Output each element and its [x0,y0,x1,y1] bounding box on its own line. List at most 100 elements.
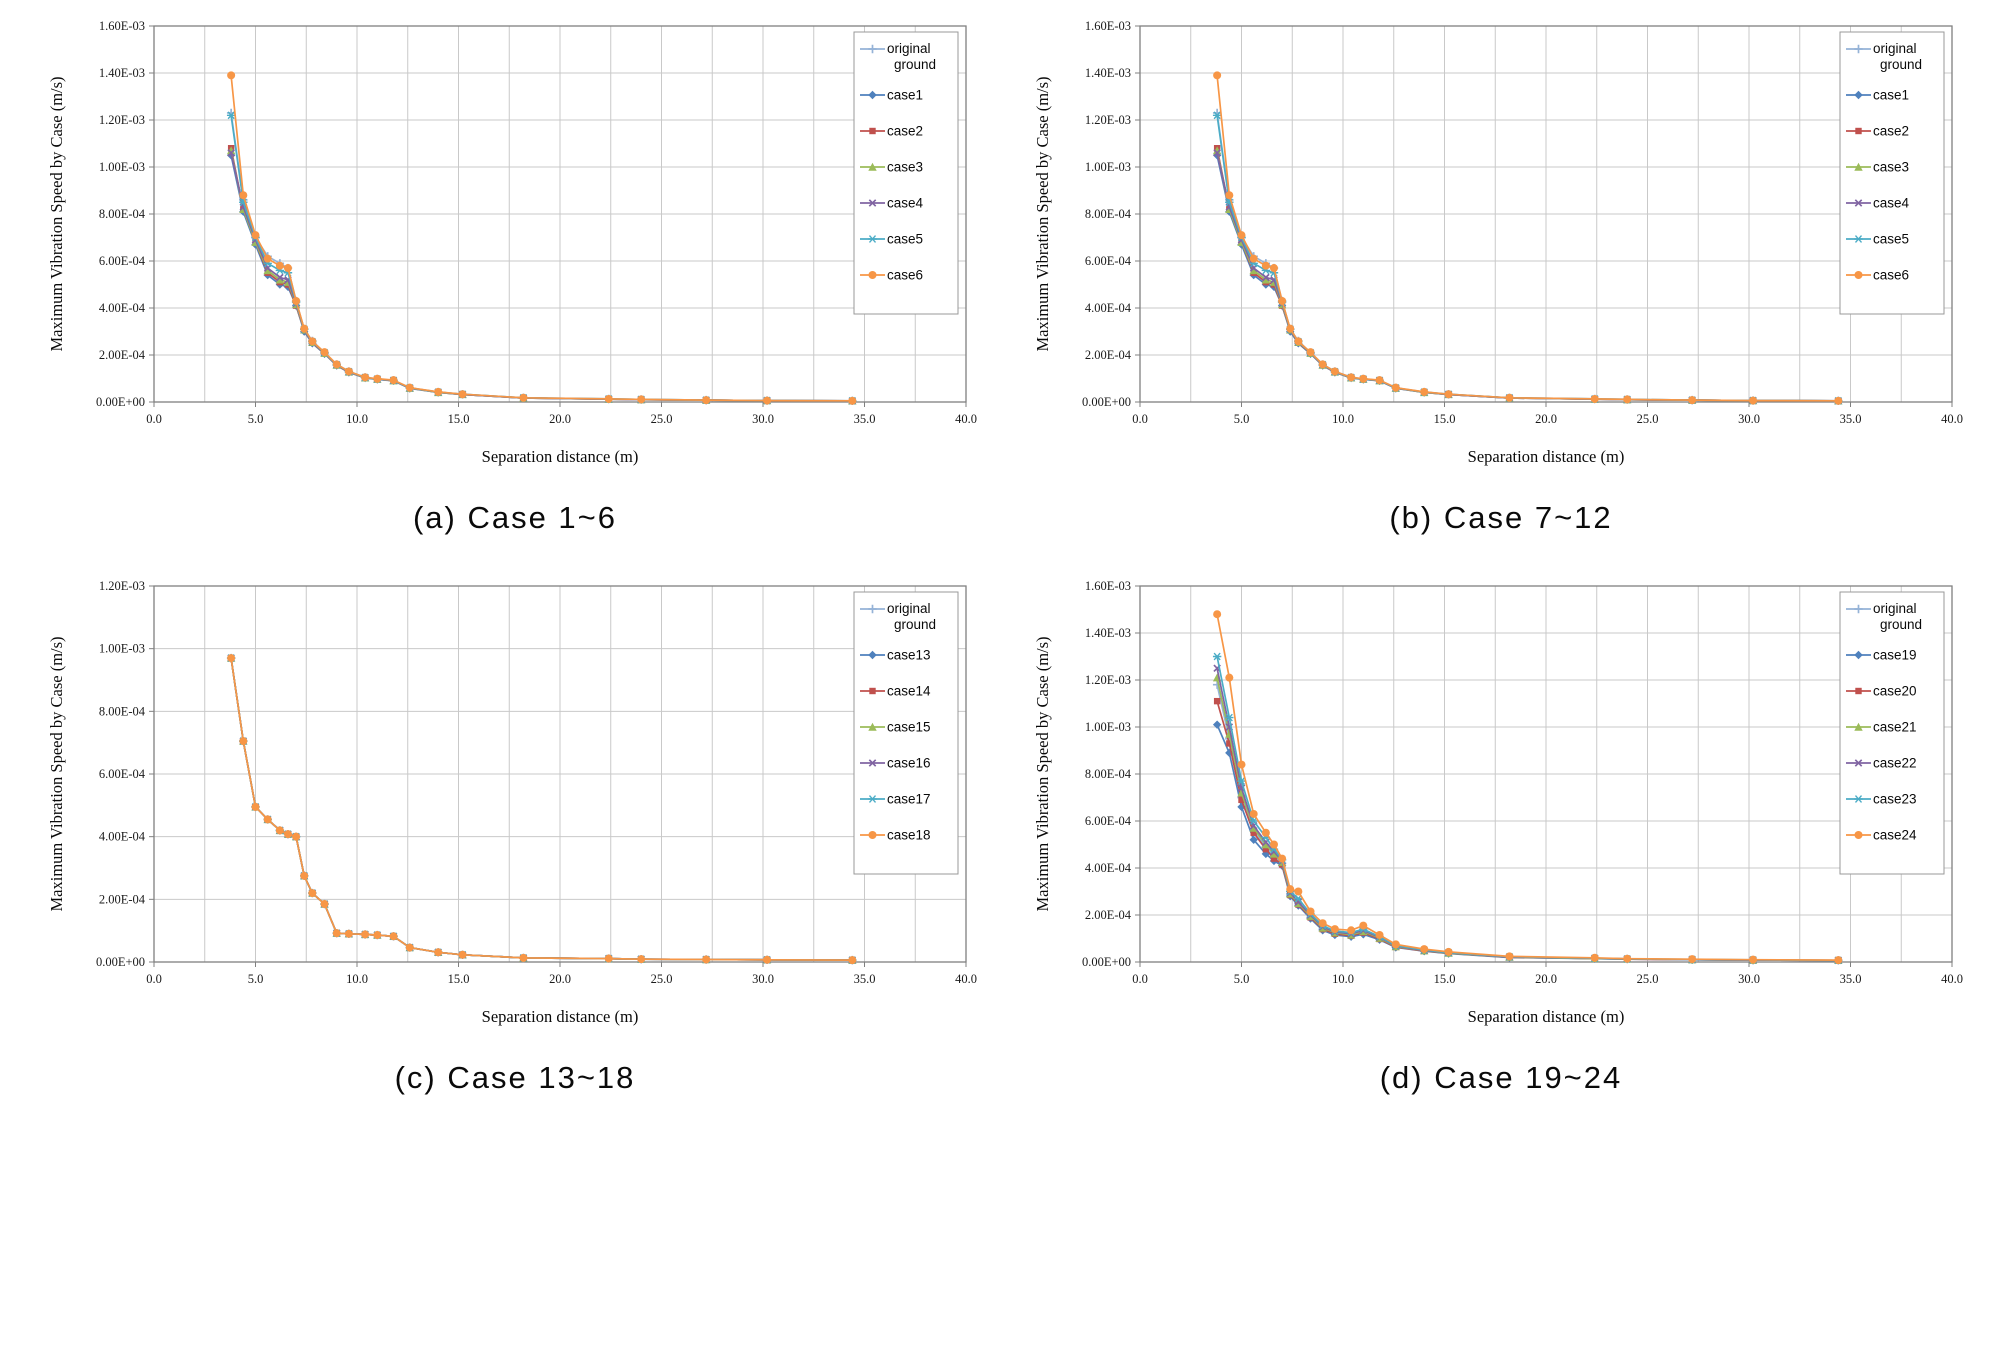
svg-text:30.0: 30.0 [1738,972,1760,986]
svg-text:15.0: 15.0 [1434,412,1456,426]
svg-text:case1: case1 [887,88,923,103]
series-case5 [226,111,857,405]
series-case14 [227,654,856,964]
series-case6 [1213,71,1843,405]
chart-b-canvas: 0.00E+00 2.00E-04 4.00E-04 6.00E-04 8.00E-04… [1026,10,1976,484]
svg-text:case6: case6 [1873,268,1909,283]
svg-text:case5: case5 [887,232,923,247]
svg-text:5.0: 5.0 [1234,972,1250,986]
series-original-ground [1212,680,1843,965]
chart-svg: 0.00E+00 2.00E-04 4.00E-04 6.00E-04 8.00E-04… [1033,19,1963,466]
gridlines [1140,26,1952,402]
chart-c-caption: (c) Case 13~18 [394,1060,636,1095]
svg-text:case14: case14 [887,684,931,699]
svg-text:0.0: 0.0 [146,412,162,426]
svg-text:0.00E+00: 0.00E+00 [96,395,145,409]
svg-text:1.00E-03: 1.00E-03 [99,160,145,174]
svg-text:25.0: 25.0 [1637,412,1659,426]
svg-text:30.0: 30.0 [752,972,774,986]
gridlines [1140,586,1952,962]
svg-text:case16: case16 [887,756,931,771]
svg-text:case21: case21 [1873,720,1917,735]
svg-text:case3: case3 [1873,160,1909,175]
svg-text:case24: case24 [1873,828,1917,843]
svg-text:30.0: 30.0 [752,412,774,426]
svg-text:case1: case1 [1873,88,1909,103]
series-case5 [1212,111,1843,405]
series-case13 [226,653,857,965]
svg-text:35.0: 35.0 [854,972,876,986]
svg-text:1.20E-03: 1.20E-03 [1085,113,1131,127]
svg-text:case4: case4 [887,196,924,211]
x-axis-label: Separation distance (m) [482,1007,639,1026]
svg-text:0.0: 0.0 [1132,412,1148,426]
svg-text:1.60E-03: 1.60E-03 [1085,19,1131,33]
svg-text:4.00E-04: 4.00E-04 [1085,861,1132,875]
series-case2 [227,145,856,405]
chart-a-canvas: 0.00E+00 2.00E-04 4.00E-04 6.00E-04 8.00E-04… [40,10,990,484]
svg-text:1.00E-03: 1.00E-03 [1085,720,1131,734]
y-axis: 0.00E+00 2.00E-04 4.00E-04 6.00E-04 8.00E-04… [1082,19,1140,409]
y-axis-label: Maximum Vibration Speed by Case (m/s) [47,76,66,351]
svg-text:original: original [1873,601,1917,616]
svg-text:case2: case2 [1873,124,1909,139]
gridlines [154,586,966,962]
y-axis-label: Maximum Vibration Speed by Case (m/s) [1033,636,1052,911]
svg-text:5.0: 5.0 [248,412,264,426]
svg-text:original: original [1873,41,1917,56]
gridlines [154,26,966,402]
svg-text:35.0: 35.0 [1840,972,1862,986]
svg-text:1.40E-03: 1.40E-03 [1085,626,1131,640]
svg-text:10.0: 10.0 [346,972,368,986]
svg-text:10.0: 10.0 [346,412,368,426]
series-case4 [1213,149,1843,405]
svg-text:8.00E-04: 8.00E-04 [99,207,146,221]
chart-b: 0.00E+00 2.00E-04 4.00E-04 6.00E-04 8.00E-04… [1016,10,1986,566]
svg-text:20.0: 20.0 [1535,412,1557,426]
y-axis: 0.00E+00 2.00E-04 4.00E-04 6.00E-04 8.00E-04… [96,19,154,409]
svg-text:ground: ground [1880,617,1922,632]
svg-text:case5: case5 [1873,232,1909,247]
y-axis-label: Maximum Vibration Speed by Case (m/s) [1033,76,1052,351]
svg-text:case2: case2 [887,124,923,139]
svg-text:2.00E-04: 2.00E-04 [99,892,146,906]
svg-text:1.20E-03: 1.20E-03 [99,113,145,127]
svg-text:case23: case23 [1873,792,1917,807]
svg-text:8.00E-04: 8.00E-04 [1085,767,1132,781]
series-original-ground [226,653,857,965]
chart-d: 0.00E+00 2.00E-04 4.00E-04 6.00E-04 8.00E-04… [1016,570,1986,1126]
svg-text:15.0: 15.0 [448,412,470,426]
svg-text:15.0: 15.0 [448,972,470,986]
svg-text:25.0: 25.0 [1637,972,1659,986]
svg-text:1.20E-03: 1.20E-03 [1085,673,1131,687]
series-original-ground [226,108,857,406]
svg-text:4.00E-04: 4.00E-04 [99,301,146,315]
svg-text:ground: ground [894,57,936,72]
svg-text:case20: case20 [1873,684,1917,699]
svg-text:case17: case17 [887,792,931,807]
svg-text:4.00E-04: 4.00E-04 [99,830,146,844]
svg-text:20.0: 20.0 [549,972,571,986]
series-case20 [1213,697,1842,964]
svg-text:0.00E+00: 0.00E+00 [96,955,145,969]
series-case3 [226,146,857,405]
svg-text:5.0: 5.0 [248,972,264,986]
svg-text:case3: case3 [887,160,923,175]
chart-c-canvas: 0.00E+00 2.00E-04 4.00E-04 6.00E-04 8.00E-04… [40,570,990,1044]
x-axis: 0.0 5.0 10.0 15.0 20.0 25.0 30.0 35.0 40.0 [1132,402,1963,426]
chart-svg: 0.00E+00 2.00E-04 4.00E-04 6.00E-04 8.00E-04… [47,19,977,466]
svg-text:5.0: 5.0 [1234,412,1250,426]
svg-text:original: original [887,41,931,56]
chart-a-caption: (a) Case 1~6 [412,500,618,535]
svg-text:case22: case22 [1873,756,1917,771]
svg-text:0.0: 0.0 [1132,972,1148,986]
y-axis: 0.00E+00 2.00E-04 4.00E-04 6.00E-04 8.00E-04… [1082,579,1140,969]
svg-text:8.00E-04: 8.00E-04 [1085,207,1132,221]
series-case19 [1212,720,1843,965]
svg-text:20.0: 20.0 [549,412,571,426]
svg-text:case13: case13 [887,648,931,663]
svg-text:ground: ground [894,617,936,632]
svg-text:40.0: 40.0 [955,412,977,426]
